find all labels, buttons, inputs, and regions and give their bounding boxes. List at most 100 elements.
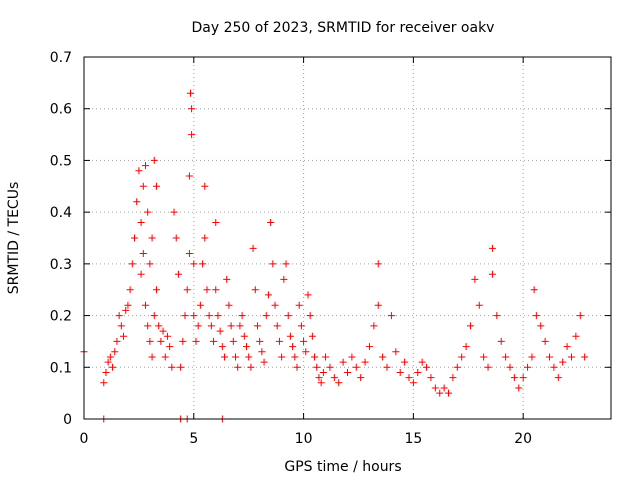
y-tick-label: 0: [63, 412, 72, 428]
data-point: [260, 358, 268, 366]
chart-title: Day 250 of 2023, SRMTID for receiver oak…: [192, 20, 495, 36]
data-point: [245, 353, 253, 361]
data-point: [519, 374, 527, 382]
data-point: [159, 327, 167, 335]
data-point: [396, 368, 404, 376]
data-point: [216, 327, 224, 335]
data-point: [348, 353, 356, 361]
data-point: [374, 260, 382, 268]
data-point: [344, 368, 351, 376]
y-tick-labels: 0 0.1 0.2 0.3 0.4 0.5 0.6 0.7: [50, 50, 72, 428]
data-point: [152, 182, 160, 190]
data-point: [148, 234, 156, 242]
data-point: [308, 332, 316, 340]
y-tick-label: 0.3: [50, 257, 72, 273]
data-point: [227, 322, 235, 330]
data-point: [330, 374, 338, 382]
data-point: [146, 337, 154, 345]
data-point: [150, 156, 158, 164]
data-point: [405, 374, 413, 382]
data-point: [370, 322, 378, 330]
data-point: [210, 337, 218, 345]
data-point: [137, 218, 145, 226]
data-point: [361, 358, 369, 366]
data-point: [186, 89, 194, 97]
data-point: [267, 218, 275, 226]
data-point: [335, 379, 343, 387]
data-point: [144, 208, 152, 216]
data-point: [188, 105, 196, 113]
data-point: [567, 353, 575, 361]
data-point: [311, 353, 319, 361]
data-point: [120, 332, 128, 340]
data-point: [576, 312, 584, 320]
data-point: [559, 358, 567, 366]
data-point: [306, 312, 314, 320]
data-point: [135, 167, 143, 175]
y-tick-label: 0.4: [50, 205, 72, 221]
data-point: [223, 275, 231, 283]
x-tick-labels: 0 5 10 15 20: [80, 431, 533, 447]
data-point: [295, 301, 303, 309]
data-point: [510, 374, 518, 382]
data-point: [537, 322, 545, 330]
data-point: [238, 312, 246, 320]
data-point: [458, 353, 466, 361]
data-point: [284, 312, 292, 320]
data-point: [141, 162, 149, 170]
data-point: [218, 343, 226, 351]
data-point: [146, 260, 154, 268]
data-point: [440, 384, 448, 392]
data-point: [212, 218, 220, 226]
data-point: [445, 389, 453, 397]
data-point: [264, 291, 272, 299]
data-point: [326, 363, 334, 371]
data-point: [528, 353, 536, 361]
data-point: [106, 353, 114, 361]
data-point: [436, 389, 444, 397]
data-point: [524, 363, 532, 371]
x-tick-label: 10: [295, 431, 313, 447]
data-point: [179, 337, 187, 345]
data-point: [194, 322, 202, 330]
data-point: [541, 337, 549, 345]
data-point: [572, 332, 580, 340]
data-point: [141, 301, 149, 309]
axis-ticks: [83, 56, 611, 420]
data-point: [304, 291, 312, 299]
data-point: [229, 337, 237, 345]
data-point: [480, 353, 488, 361]
data-point: [374, 301, 382, 309]
data-point: [214, 312, 222, 320]
data-point: [379, 353, 387, 361]
data-point: [300, 337, 308, 345]
data-point: [102, 368, 110, 376]
data-point: [212, 286, 220, 294]
data-point: [181, 312, 189, 320]
y-tick-label: 0.5: [50, 153, 72, 169]
data-point: [161, 353, 169, 361]
data-point: [225, 301, 233, 309]
data-point: [144, 322, 152, 330]
data-point: [293, 363, 301, 371]
data-point: [262, 312, 270, 320]
y-tick-label: 0.6: [50, 102, 72, 118]
data-point: [449, 374, 457, 382]
data-point: [427, 374, 435, 382]
data-point: [297, 322, 305, 330]
data-point: [506, 363, 514, 371]
grid-lines: [84, 57, 611, 419]
data-point: [148, 353, 156, 361]
data-point: [253, 322, 261, 330]
data-point: [269, 260, 277, 268]
data-point: [113, 337, 121, 345]
data-point: [221, 353, 229, 361]
data-point: [365, 343, 373, 351]
data-point: [236, 322, 244, 330]
data-point: [392, 348, 400, 356]
y-axis-label: SRMTID / TECUs: [6, 182, 22, 295]
data-point: [190, 260, 198, 268]
data-point: [139, 182, 147, 190]
data-point: [339, 358, 347, 366]
